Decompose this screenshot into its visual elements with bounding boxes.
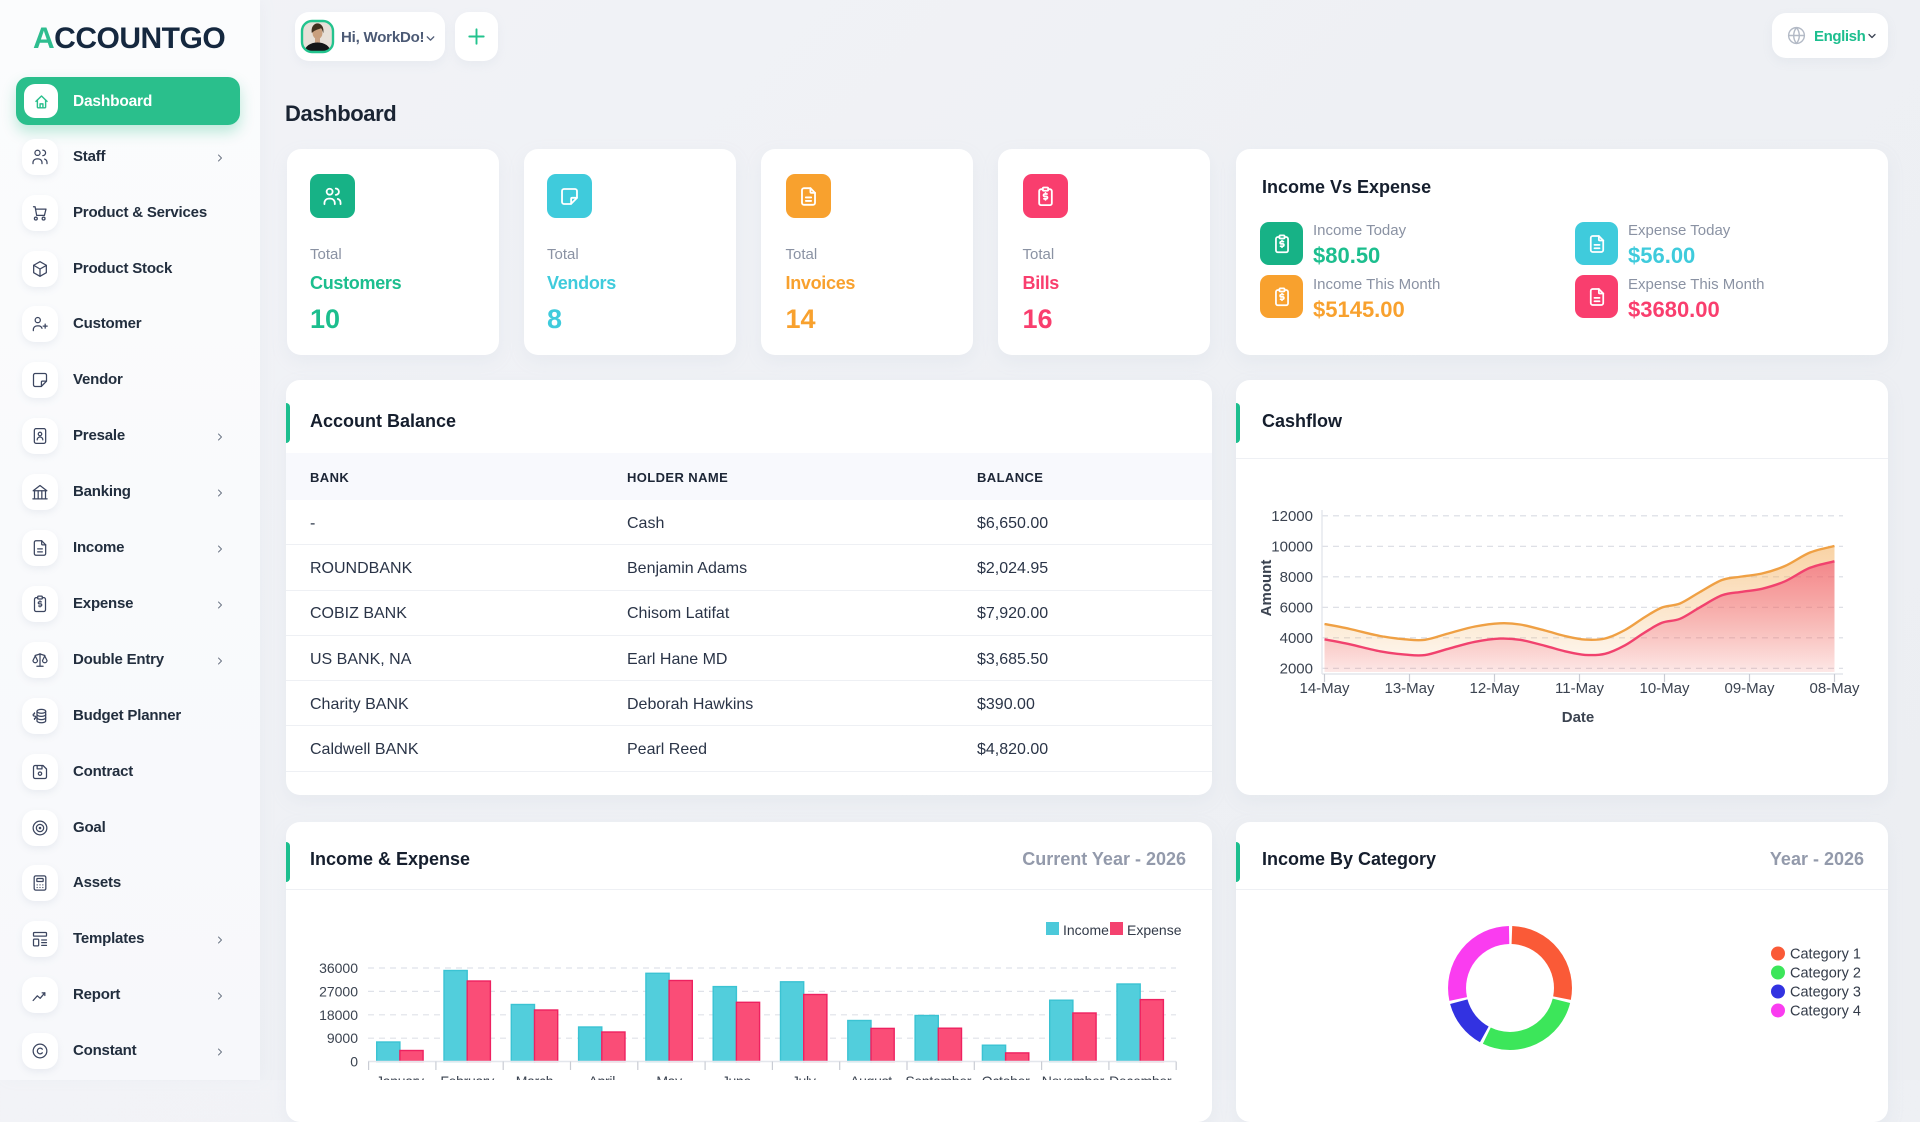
svg-text:February: February xyxy=(440,1073,494,1080)
svg-text:12000: 12000 xyxy=(1271,508,1313,525)
svg-text:14-May: 14-May xyxy=(1299,680,1350,697)
svg-text:April: April xyxy=(589,1073,616,1080)
svg-text:4000: 4000 xyxy=(1280,630,1313,647)
svg-text:March: March xyxy=(516,1073,553,1080)
svg-text:September: September xyxy=(905,1073,971,1080)
svg-text:Date: Date xyxy=(1562,709,1595,726)
svg-text:June: June xyxy=(722,1073,752,1080)
svg-text:0: 0 xyxy=(350,1054,358,1070)
svg-text:October: October xyxy=(982,1073,1030,1080)
svg-text:9000: 9000 xyxy=(327,1030,358,1046)
svg-text:18000: 18000 xyxy=(319,1007,358,1023)
svg-text:12-May: 12-May xyxy=(1469,680,1520,697)
svg-text:08-May: 08-May xyxy=(1809,680,1860,697)
svg-text:Amount: Amount xyxy=(1258,560,1275,617)
svg-text:27000: 27000 xyxy=(319,983,358,999)
svg-text:Category 1: Category 1 xyxy=(1790,947,1861,963)
svg-text:09-May: 09-May xyxy=(1724,680,1775,697)
svg-text:11-May: 11-May xyxy=(1555,680,1604,697)
svg-text:July: July xyxy=(792,1073,816,1080)
svg-text:10-May: 10-May xyxy=(1639,680,1690,697)
svg-text:January: January xyxy=(376,1073,424,1080)
svg-text:36000: 36000 xyxy=(319,960,358,976)
svg-text:6000: 6000 xyxy=(1280,600,1313,617)
svg-text:November: November xyxy=(1042,1073,1105,1080)
svg-text:May: May xyxy=(656,1073,682,1080)
svg-text:Category 3: Category 3 xyxy=(1790,985,1861,1001)
svg-text:2000: 2000 xyxy=(1280,661,1313,678)
svg-text:Category 4: Category 4 xyxy=(1790,1004,1861,1020)
svg-text:10000: 10000 xyxy=(1271,539,1313,556)
svg-text:13-May: 13-May xyxy=(1384,680,1435,697)
svg-text:8000: 8000 xyxy=(1280,569,1313,586)
svg-text:Category 2: Category 2 xyxy=(1790,966,1861,982)
svg-text:December: December xyxy=(1109,1073,1172,1080)
svg-text:August: August xyxy=(850,1073,892,1080)
